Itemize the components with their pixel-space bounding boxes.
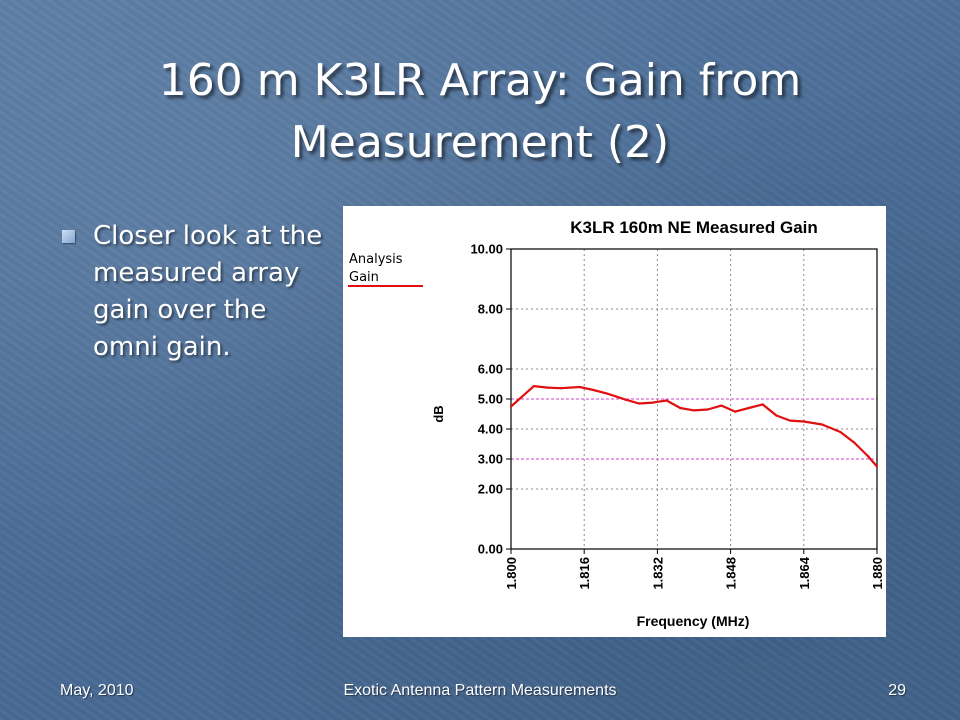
slide-title-line-1: 160 m K3LR Array: Gain from [158,55,802,106]
gain-data-point [853,441,856,444]
bullet-text: Closer look at the measured array gain o… [93,221,323,362]
y-tick-label: 4.00 [478,422,503,437]
x-tick-label: 1.816 [577,557,592,590]
bullet-item: Closer look at the measured array gain o… [62,218,332,366]
x-tick-label: 1.848 [724,557,739,590]
legend-entry-gain: Gain [349,270,379,285]
y-tick-label: 10.00 [470,242,503,257]
x-tick-label: 1.832 [650,557,665,590]
x-tick-label: 1.880 [870,557,885,590]
gain-data-point [692,409,696,412]
y-tick-label: 8.00 [478,302,503,317]
y-tick-label: 5.00 [478,392,503,407]
y-tick-label: 6.00 [478,362,503,377]
x-tick-label: 1.800 [504,557,519,590]
gain-data-point [651,401,654,404]
gain-data-point [775,414,778,417]
gain-data-point [532,385,535,388]
gain-data-point [706,408,709,411]
slide-title: 160 m K3LR Array: Gain from Measurement … [60,50,900,174]
gain-data-point [734,410,737,413]
gain-chart: K3LR 160m NE Measured Gain Analysis Gain 1.… [343,206,886,637]
bullet-square-icon [62,230,75,243]
gain-data-point [665,399,668,402]
gain-data-point [720,404,723,407]
gain-data-point [802,420,805,423]
gain-data-point [578,385,581,389]
y-axis-label: dB [431,405,446,422]
gain-data-point [605,392,609,395]
x-tick-label: 1.864 [797,556,812,589]
y-tick-label: 3.00 [478,452,503,467]
y-tick-label: 2.00 [478,482,503,497]
gain-data-point [546,386,549,389]
gain-data-point [560,387,563,390]
gain-data-point [788,419,792,422]
plot-frame [510,248,878,550]
gain-data-point [509,405,513,408]
footer-presentation-title: Exotic Antenna Pattern Measurements [343,682,617,699]
chart-title: K3LR 160m NE Measured Gain [570,218,818,237]
gain-data-point [638,402,641,405]
slide-title-line-2: Measurement (2) [290,117,670,168]
gain-data-point [761,403,764,406]
legend-title: Analysis [349,252,403,267]
gain-data-point [747,406,750,410]
gain-chart-svg: K3LR 160m NE Measured Gain Analysis Gain 1.… [348,218,885,629]
gain-data-point [875,465,879,468]
gain-data-point [821,423,824,426]
footer-page-number: 29 [888,682,906,699]
gain-data-point [679,406,682,410]
gain-data-point [839,430,842,434]
footer-date: May, 2010 [60,682,134,699]
gain-data-point [866,454,869,458]
gain-data-point [624,398,627,401]
y-tick-label: 0.00 [478,542,503,557]
x-axis-label: Frequency (MHz) [637,613,750,629]
gain-data-point [592,388,595,392]
gain-series-line [510,385,878,468]
